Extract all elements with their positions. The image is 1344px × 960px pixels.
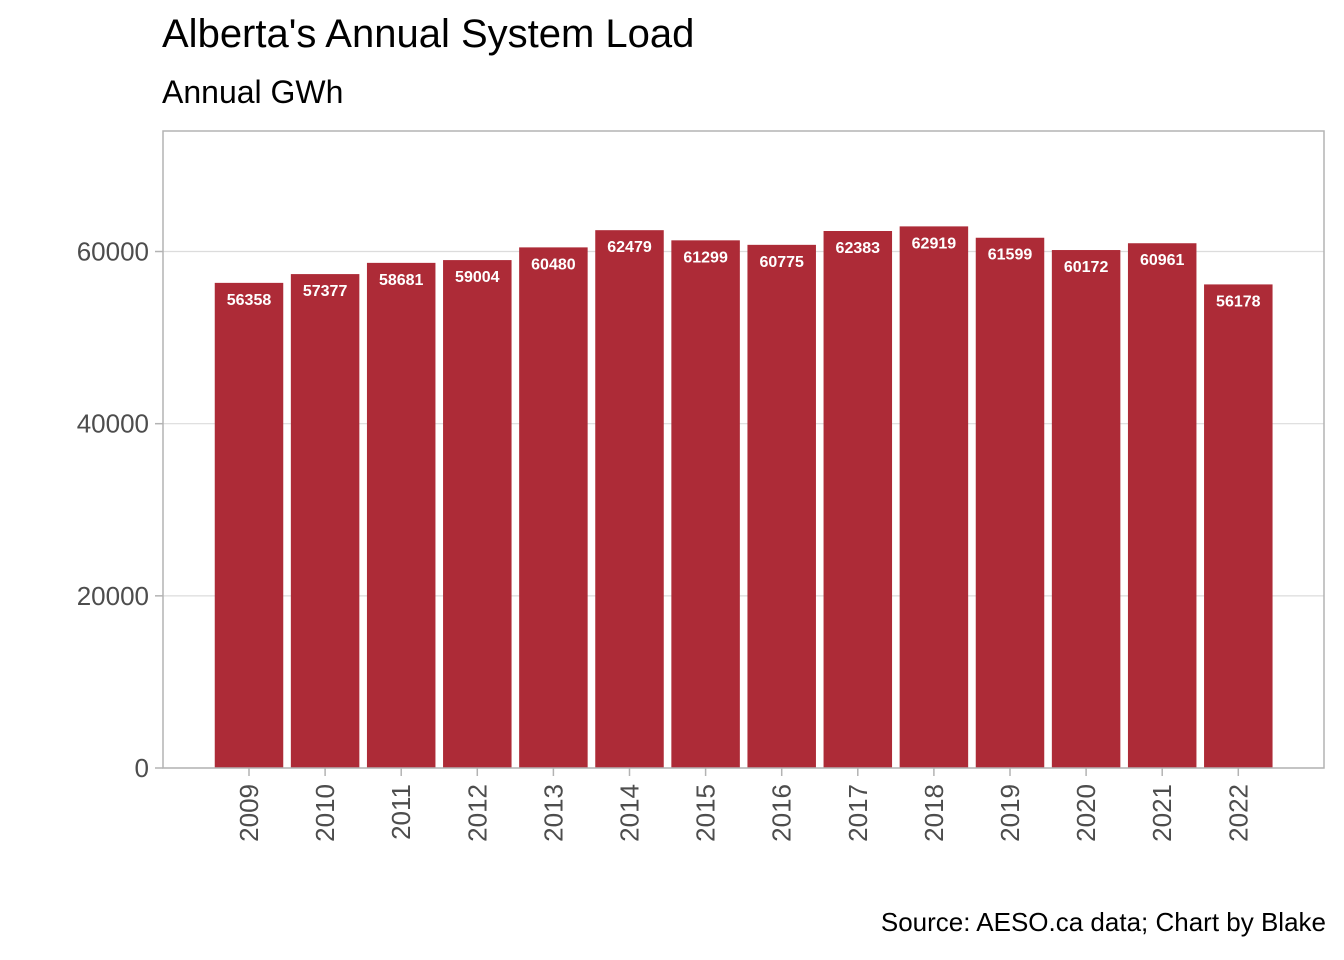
y-tick-label: 20000	[77, 581, 149, 611]
bar-value-label: 61299	[683, 249, 728, 266]
x-tick-label: 2021	[1147, 784, 1177, 842]
x-tick-label: 2016	[767, 784, 797, 842]
bar-2021	[1127, 243, 1197, 769]
bar-value-label: 62479	[607, 239, 652, 256]
bar-2013	[519, 247, 588, 769]
y-tick-label: 0	[135, 753, 149, 783]
y-tick-label: 40000	[77, 409, 149, 439]
x-tick-label: 2014	[615, 784, 645, 842]
bar-2009	[214, 282, 284, 768]
x-tick-label: 2009	[234, 784, 264, 842]
chart-subtitle: Annual GWh	[162, 74, 344, 110]
bar-value-label: 56358	[227, 292, 272, 309]
x-tick-label: 2019	[995, 784, 1025, 842]
x-tick-label: 2015	[691, 784, 721, 842]
bar-value-label: 57377	[303, 283, 348, 300]
x-tick-label: 2010	[310, 784, 340, 842]
bar-2011	[366, 262, 436, 768]
x-tick-label: 2020	[1071, 784, 1101, 842]
y-axis: 0 20000 40000 60000	[77, 237, 163, 783]
x-axis: 2009 2010 2011 2012 2013 2014 2015 2016 2017 2018…	[234, 768, 1253, 842]
bar-value-label: 60480	[531, 256, 576, 273]
bar-2014	[595, 230, 664, 768]
x-tick-label: 2022	[1223, 784, 1253, 842]
bar-2015	[671, 240, 740, 769]
bar-value-label: 59004	[455, 269, 500, 286]
bar-value-label: 62919	[912, 235, 957, 252]
bar-value-label: 60775	[759, 254, 804, 271]
bar-2010	[290, 274, 360, 768]
bar-value-label: 58681	[379, 272, 424, 289]
x-tick-label: 2012	[462, 784, 492, 842]
chart-title: Alberta's Annual System Load	[162, 12, 695, 56]
bar-value-label: 56178	[1216, 293, 1261, 310]
bar-2020	[1051, 250, 1121, 769]
bar-value-label: 60961	[1140, 252, 1185, 269]
bar-2016	[747, 244, 816, 768]
bar-value-label: 61599	[988, 247, 1033, 264]
x-tick-label: 2013	[538, 784, 568, 842]
plot-panel	[162, 130, 1325, 769]
x-tick-label: 2017	[843, 784, 873, 842]
x-tick-label: 2018	[919, 784, 949, 842]
x-tick-label: 2011	[386, 784, 416, 840]
bar-2017	[823, 231, 893, 769]
bar-value-labels: 56358 57377 58681 59004 60480 62479 61299 60775…	[227, 235, 1261, 310]
bar-2012	[443, 260, 512, 768]
bar-2022	[1204, 284, 1273, 768]
y-tick-label: 60000	[77, 237, 149, 267]
bars	[214, 226, 1273, 769]
bar-value-label: 62383	[836, 240, 881, 257]
bar-value-label: 60172	[1064, 259, 1109, 276]
bar-2018	[899, 226, 969, 768]
chart-caption: Source: AESO.ca data; Chart by Blake	[880, 907, 1326, 937]
bar-2019	[975, 237, 1045, 768]
